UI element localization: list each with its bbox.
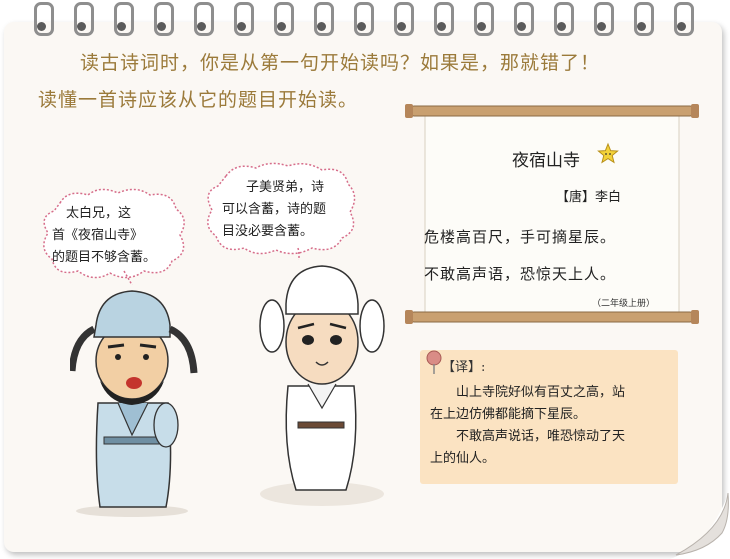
binder-hole: [357, 22, 366, 31]
ring-binder-icon: [674, 2, 694, 36]
translation-label: 【译】:: [442, 360, 486, 375]
intro-line-1: 读古诗词时，你是从第一句开始读吗？如果是，那就错了！: [80, 52, 601, 74]
poem-scroll: [405, 104, 699, 324]
poem-title: 夜宿山寺: [512, 151, 580, 171]
translation-panel: [420, 350, 678, 484]
ring-binder-icon: [554, 2, 574, 36]
character-li-bai: [70, 290, 198, 517]
translation-para-1-line-1: 山上寺院好似有百丈之高，站: [456, 385, 626, 400]
character-du-fu: [259, 265, 385, 506]
bubble-right-line-2: 可以含蓄，诗的题: [222, 202, 327, 217]
binder-hole: [557, 22, 566, 31]
ring-binder-icon: [274, 2, 294, 36]
speech-bubble-left: [43, 188, 185, 285]
page-curl-icon: [670, 489, 730, 559]
ring-binder-icon: [114, 2, 134, 36]
ring-binder-icon: [154, 2, 174, 36]
poem-line-1: 危楼高百尺，手可摘星辰。: [424, 228, 617, 246]
bubble-left-line-3: 的题目不够含蓄。: [52, 250, 157, 265]
binder-hole: [277, 22, 286, 31]
binder-hole: [477, 22, 486, 31]
binder-hole: [237, 22, 246, 31]
poem-line-2: 不敢高声语，恐惊天上人。: [424, 265, 617, 283]
binder-hole: [437, 22, 446, 31]
binder-hole: [597, 22, 606, 31]
binder-hole: [157, 22, 166, 31]
translation-para-1-line-2: 在上边仿佛都能摘下星辰。: [430, 407, 587, 422]
ring-binder-icon: [34, 2, 54, 36]
ring-binder-icon: [394, 2, 414, 36]
ring-binder-icon: [474, 2, 494, 36]
star-icon: [597, 142, 619, 164]
binder-hole: [397, 22, 406, 31]
bubble-left-line-1: 太白兄，这: [66, 206, 132, 221]
binder-hole: [677, 22, 686, 31]
bubble-right-line-1: 子美贤弟，诗: [246, 180, 325, 195]
ring-binder-icon: [594, 2, 614, 36]
binder-hole: [117, 22, 126, 31]
poem-source: （二年级上册）: [592, 299, 656, 309]
binder-hole: [37, 22, 46, 31]
ring-binder-icon: [74, 2, 94, 36]
pin-icon: [426, 350, 442, 374]
binder-hole: [317, 22, 326, 31]
intro-line-2: 读懂一首诗应该从它的题目开始读。: [38, 89, 359, 111]
ring-binder-icon: [234, 2, 254, 36]
bubble-left-line-2: 首《夜宿山寺》: [52, 228, 144, 243]
ring-binder-icon: [354, 2, 374, 36]
binder-hole: [517, 22, 526, 31]
ring-binder-icon: [514, 2, 534, 36]
translation-para-2-line-1: 不敢高声说话，唯恐惊动了天: [456, 429, 626, 444]
bubble-right-line-3: 目没必要含蓄。: [222, 224, 314, 239]
ring-binder-icon: [194, 2, 214, 36]
translation-para-2-line-2: 上的仙人。: [430, 451, 496, 466]
poem-author: 【唐】李白: [556, 190, 622, 205]
ring-binder-icon: [314, 2, 334, 36]
ring-binder-icon: [634, 2, 654, 36]
binder-hole: [197, 22, 206, 31]
binder-hole: [77, 22, 86, 31]
speech-bubble-right: [207, 162, 356, 260]
ring-binder-icon: [434, 2, 454, 36]
binder-hole: [637, 22, 646, 31]
